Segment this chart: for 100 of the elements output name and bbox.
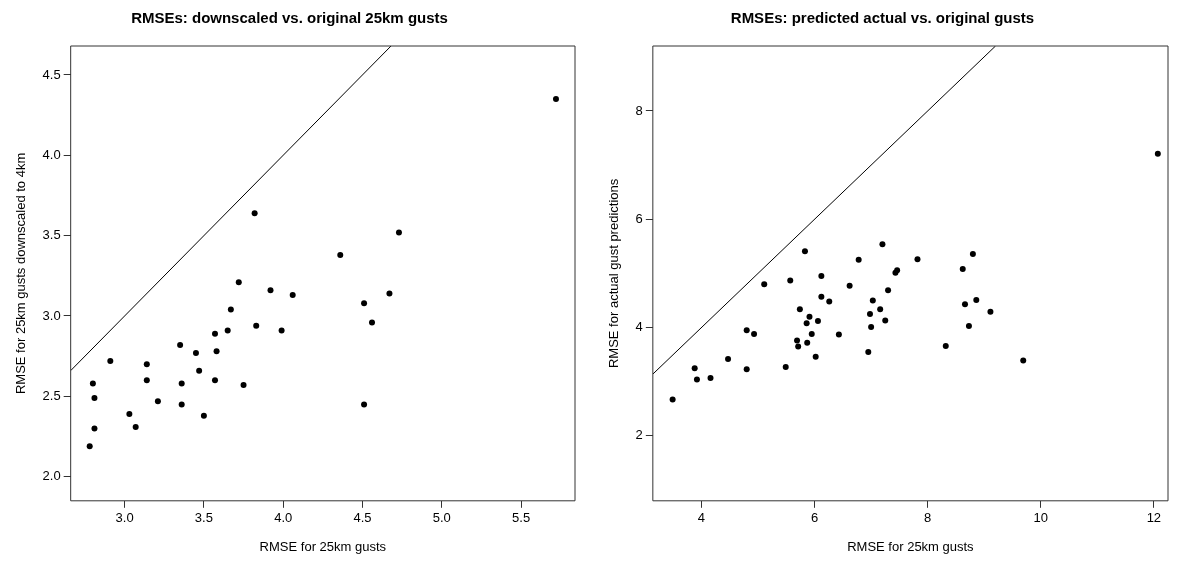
y-tick-label: 2.5 [42, 387, 61, 403]
point [806, 313, 813, 320]
point [846, 282, 853, 289]
point [826, 298, 833, 305]
point [794, 337, 801, 344]
point [211, 330, 218, 337]
x-tick-label: 4.5 [353, 510, 372, 526]
point [693, 376, 700, 383]
point [89, 380, 96, 387]
point [178, 401, 185, 408]
point [808, 331, 815, 338]
y-axis-title: RMSE for 25km gusts downscaled to 4km [13, 152, 29, 395]
x-tick-label: 5.5 [512, 510, 531, 526]
point [91, 394, 98, 401]
point [240, 382, 247, 389]
point [885, 287, 892, 294]
point [235, 279, 242, 286]
point [743, 327, 750, 334]
point [253, 322, 260, 329]
y-tick-label: 6 [635, 210, 643, 226]
point [361, 401, 368, 408]
point [669, 396, 676, 403]
point [200, 412, 207, 419]
point [879, 241, 886, 248]
point [865, 348, 872, 355]
point [787, 277, 794, 284]
point [866, 311, 873, 318]
y-tick-label: 4 [635, 319, 643, 335]
point [211, 377, 218, 384]
y-axis-title: RMSE for actual gust predictions [606, 178, 622, 369]
y-tick-label: 3.0 [42, 307, 61, 323]
y-tick-label: 4.5 [42, 66, 61, 82]
point [812, 353, 819, 360]
point [877, 306, 884, 313]
point [914, 256, 921, 263]
y-tick-label: 2 [635, 427, 643, 443]
point [803, 320, 810, 327]
point [761, 281, 768, 288]
point [691, 365, 698, 372]
point [154, 398, 161, 405]
point [178, 380, 185, 387]
x-tick-label: 4 [697, 510, 706, 526]
y-tick-label: 4.0 [42, 146, 61, 162]
point [196, 367, 203, 374]
point [801, 248, 808, 255]
x-tick-label: 8 [924, 510, 932, 526]
point [751, 331, 758, 338]
point [86, 443, 93, 450]
x-tick-label: 3.5 [194, 510, 213, 526]
chart-title: RMSEs: downscaled vs. original 25km gusts [131, 9, 448, 27]
point [192, 349, 199, 356]
point [361, 300, 368, 307]
point [251, 210, 258, 217]
x-tick-label: 12 [1146, 510, 1162, 526]
point [961, 301, 968, 308]
point [987, 308, 994, 315]
point [1154, 150, 1161, 157]
y-tick-label: 8 [635, 102, 643, 118]
point [369, 319, 375, 326]
point [213, 348, 220, 355]
y-tick-label: 3.5 [42, 227, 61, 243]
point [965, 322, 972, 329]
point [289, 292, 296, 299]
point [882, 317, 889, 324]
point [959, 266, 966, 273]
point [743, 366, 750, 373]
point [818, 273, 825, 280]
point [132, 423, 139, 430]
point [969, 250, 976, 257]
point [795, 343, 802, 350]
point [868, 324, 875, 330]
point [143, 377, 150, 384]
point [814, 318, 821, 325]
point [942, 342, 949, 349]
point [143, 361, 150, 368]
point [91, 425, 98, 432]
point [973, 296, 980, 303]
point [395, 229, 402, 236]
point [177, 341, 184, 348]
point [707, 374, 714, 381]
point [227, 306, 234, 313]
point [386, 290, 393, 297]
point [796, 306, 803, 313]
point [869, 297, 876, 304]
x-tick-label: 6 [810, 510, 819, 526]
point [1020, 357, 1027, 364]
x-axis-title: RMSE for 25km gusts [847, 538, 975, 554]
chart-title: RMSEs: predicted actual vs. original gusts [730, 9, 1035, 27]
point [267, 287, 274, 294]
point [782, 364, 789, 371]
point [725, 355, 732, 362]
point [224, 327, 231, 334]
x-axis-title: RMSE for 25km gusts [259, 538, 387, 554]
point [818, 293, 825, 300]
point [804, 339, 811, 346]
y-tick-label: 2.0 [42, 468, 61, 484]
x-tick-label: 10 [1033, 510, 1048, 526]
x-tick-label: 3.0 [115, 510, 134, 526]
point [552, 96, 559, 103]
x-tick-label: 5.0 [432, 510, 451, 526]
